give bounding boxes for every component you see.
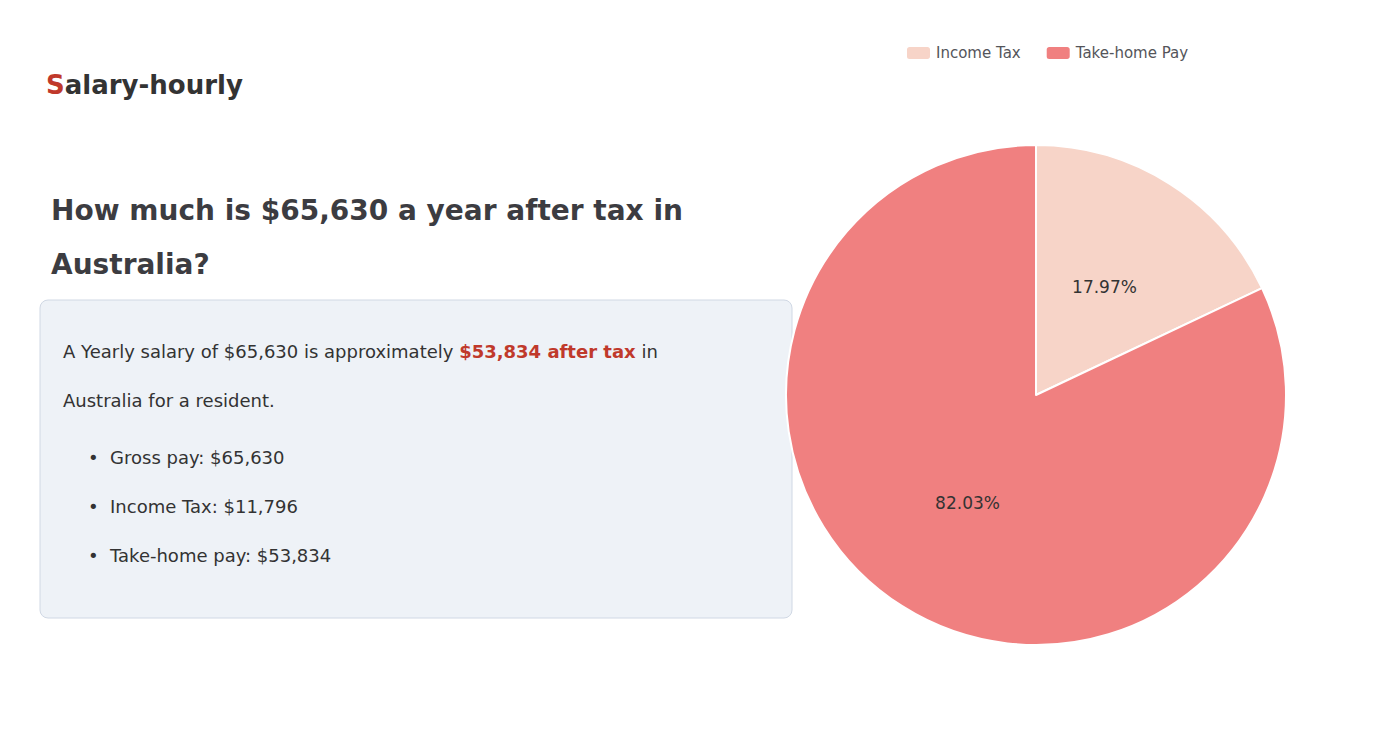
svg-text:• Gross pay: $65,630: • Gross pay: $65,630 — [88, 447, 285, 468]
svg-text:$53,834 after tax: $53,834 after tax — [459, 341, 636, 362]
svg-text:Australia for a resident.: Australia for a resident. — [63, 390, 275, 411]
svg-text:82.03%: 82.03% — [935, 493, 1000, 513]
svg-text:17.97%: 17.97% — [1072, 277, 1137, 297]
svg-text:alary-hourly: alary-hourly — [65, 70, 243, 100]
svg-text:Take-home Pay: Take-home Pay — [1075, 44, 1189, 62]
svg-text:S: S — [46, 70, 65, 100]
svg-text:in: in — [636, 341, 658, 362]
svg-text:Australia?: Australia? — [51, 248, 210, 281]
svg-text:How much is $65,630 a year aft: How much is $65,630 a year after tax in — [51, 194, 683, 227]
svg-text:• Take-home pay: $53,834: • Take-home pay: $53,834 — [88, 545, 331, 566]
svg-text:Income Tax: Income Tax — [936, 44, 1021, 62]
svg-text:A Yearly salary of $65,630 is: A Yearly salary of $65,630 is approximat… — [63, 341, 459, 362]
svg-text:• Income Tax: $11,796: • Income Tax: $11,796 — [88, 496, 298, 517]
